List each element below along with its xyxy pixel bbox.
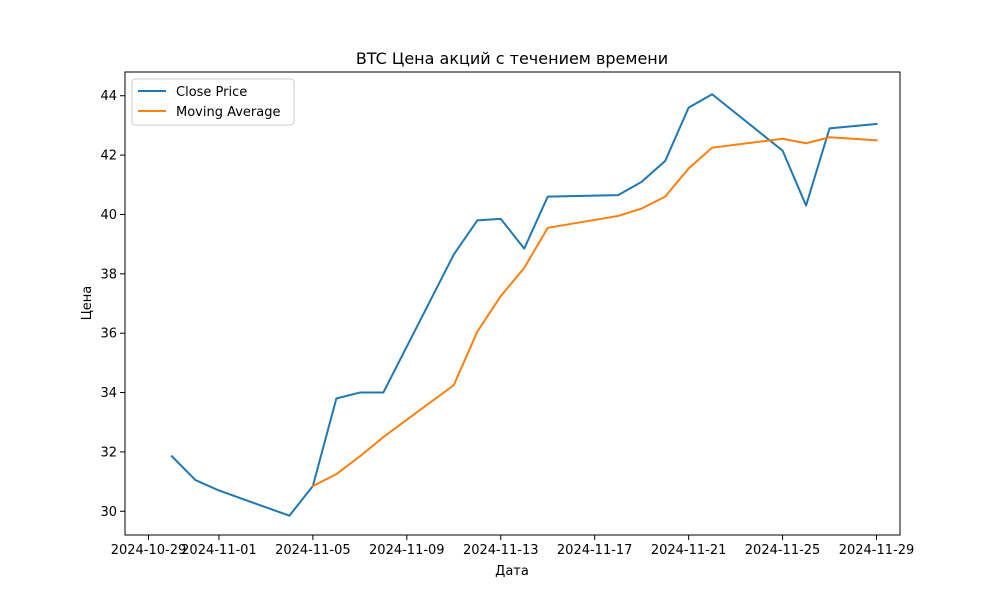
x-tick-label: 2024-10-29 xyxy=(111,543,187,558)
legend: Close Price Moving Average xyxy=(131,78,295,126)
y-tick-label: 40 xyxy=(100,208,117,223)
y-tick-label: 44 xyxy=(100,89,117,104)
y-tick-label: 42 xyxy=(100,149,117,164)
x-tick-label: 2024-11-05 xyxy=(275,543,351,558)
x-axis-label: Дата xyxy=(495,564,529,579)
y-tick-label: 38 xyxy=(100,267,117,282)
y-tick-label: 30 xyxy=(100,505,117,520)
y-tick-label: 36 xyxy=(100,327,117,342)
x-tick-label: 2024-11-13 xyxy=(463,543,539,558)
chart-title: BTC Цена акций с течением времени xyxy=(356,49,668,68)
legend-box xyxy=(131,78,295,126)
x-tick-label: 2024-11-21 xyxy=(651,543,727,558)
series-line-close-price xyxy=(170,93,878,517)
legend-label-close-price: Close Price xyxy=(176,85,247,100)
y-axis: 30 32 34 36 38 40 42 44 xyxy=(100,89,125,520)
x-tick-label: 2024-11-09 xyxy=(369,543,445,558)
x-tick-label: 2024-11-17 xyxy=(557,543,633,558)
plot-area xyxy=(124,71,901,536)
x-tick-label: 2024-11-29 xyxy=(839,543,915,558)
series-layer xyxy=(170,93,878,517)
x-tick-label: 2024-11-25 xyxy=(745,543,821,558)
y-tick-label: 34 xyxy=(100,386,117,401)
x-tick-label: 2024-11-01 xyxy=(181,543,257,558)
legend-label-moving-average: Moving Average xyxy=(176,105,280,120)
series-line-moving-average xyxy=(311,136,878,488)
y-axis-label: Цена xyxy=(80,286,95,321)
y-tick-label: 32 xyxy=(100,445,117,460)
